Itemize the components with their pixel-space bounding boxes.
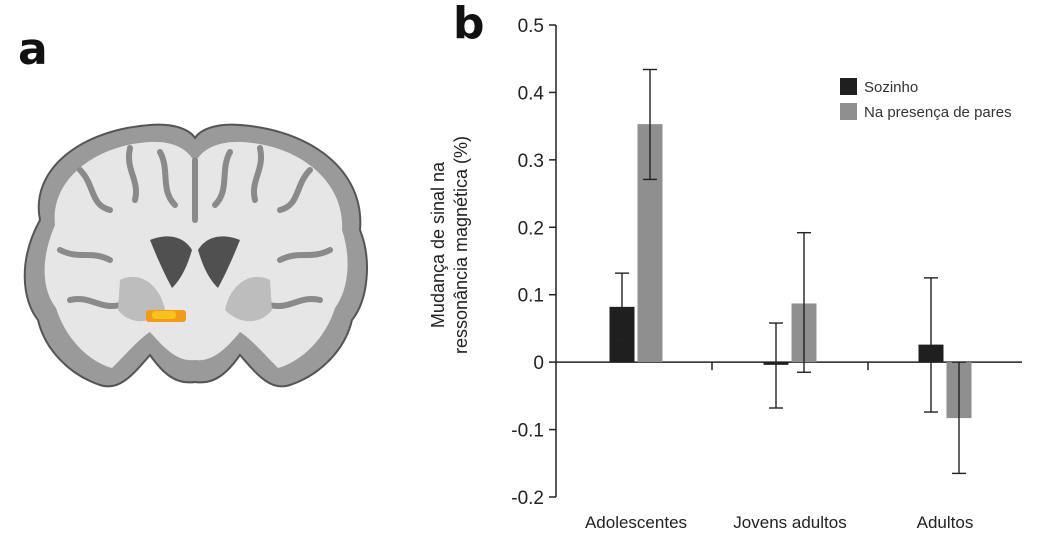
legend-label-na-presenca-de-pares: Na presença de pares <box>864 104 1012 121</box>
x-category-label: Adultos <box>917 513 974 532</box>
y-tick-label: 0.3 <box>518 151 544 172</box>
brain-mri-image <box>23 123 368 388</box>
legend: Sozinho Na presença de pares <box>840 78 1012 121</box>
panel-b-label: b <box>453 0 485 49</box>
x-category-label: Jovens adultos <box>733 513 846 532</box>
legend-swatch-sozinho <box>840 78 857 95</box>
y-axis: -0.2 -0.1 0 0.1 0.2 0.3 0.4 0.5 <box>511 16 557 509</box>
x-axis: Adolescentes Jovens adultos Adultos <box>556 361 1022 532</box>
panel-a-label: a <box>18 24 48 75</box>
bars-group <box>609 68 972 475</box>
legend-label-sozinho: Sozinho <box>864 79 918 96</box>
y-tick-label: 0.1 <box>518 286 544 307</box>
y-tick-label: 0.2 <box>518 218 544 239</box>
y-axis-label-line2: ressonância magnética (%) <box>451 136 471 354</box>
y-tick-label: 0 <box>533 353 544 374</box>
legend-swatch-na-presenca-de-pares <box>840 103 857 120</box>
y-tick-label: 0.5 <box>518 16 544 37</box>
y-tick-label: -0.2 <box>511 488 544 509</box>
brain-sulci <box>57 145 333 310</box>
y-axis-label-line1: Mudança de sinal na <box>428 161 448 328</box>
y-tick-label: 0.4 <box>518 83 545 104</box>
x-category-label: Adolescentes <box>585 513 687 532</box>
activation-region <box>146 310 186 322</box>
y-tick-label: -0.1 <box>511 421 544 442</box>
brain-ventricles <box>118 236 272 322</box>
